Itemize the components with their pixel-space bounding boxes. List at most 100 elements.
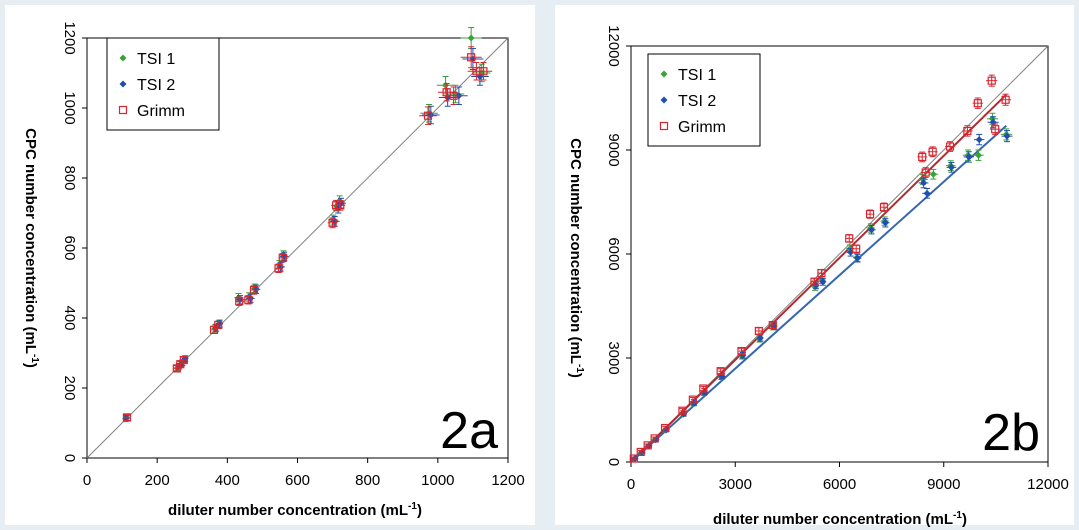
panel-2a-y-tick-label: 1000	[61, 91, 78, 124]
data-point-grimm	[987, 76, 996, 85]
legend-marker-tsi-1	[660, 70, 668, 78]
data-point-grimm	[921, 168, 930, 177]
data-point-grimm	[699, 384, 708, 393]
panel-2b-plot-area: 0 3000 6000 9000 12000 0 3000 6000 9000 12000	[605, 25, 1069, 493]
data-point-grimm	[928, 147, 937, 156]
data-point-grimm	[963, 126, 972, 136]
data-point-grimm	[768, 320, 777, 330]
data-point-grimm	[688, 395, 697, 404]
legend-marker-grimm	[659, 121, 669, 131]
panel-2a-x-axis-title-end: )	[417, 502, 422, 519]
data-point-grimm	[650, 434, 659, 443]
data-point-tsi-1	[975, 151, 982, 159]
panel-2b-series-grimm	[629, 74, 1012, 463]
panel-2b-y-axis-title-main: CPC number concentration (mL	[567, 138, 584, 364]
data-point-grimm	[629, 454, 638, 463]
data-point-grimm	[214, 320, 223, 330]
data-point-grimm	[278, 253, 287, 262]
panel-2b-label: 2b	[982, 404, 1040, 462]
panel-2b-y-tick-label: 9000	[605, 133, 622, 166]
data-point-grimm	[754, 326, 763, 336]
data-point-grimm	[817, 268, 826, 278]
data-point-tsi-2	[920, 179, 928, 187]
data-point-tsi-2	[756, 334, 764, 342]
panel-2a-y-tick-label: 400	[61, 305, 78, 330]
legend-marker-tsi-1	[119, 54, 127, 62]
panel-2a-x-axis-title-main: diluter number concentration (mL	[168, 502, 408, 519]
data-point-tsi-2	[965, 153, 973, 161]
panel-2b-x-tick-label: 6000	[823, 476, 856, 493]
chart-panel-2a: 0 200 400 600 800 1000 1200 0 200 400 600 800 1000 12…	[5, 5, 535, 525]
data-point-tsi-2	[427, 111, 435, 119]
data-point-grimm	[879, 203, 889, 212]
legend-marker-grimm	[118, 105, 128, 115]
data-point-tsi-1	[929, 170, 937, 178]
panel-2b-y-axis-title-end: )	[567, 373, 584, 378]
data-point-grimm	[235, 297, 244, 306]
legend-label-grimm: Grimm	[678, 119, 726, 136]
legend-label-tsi-2: TSI 2	[678, 93, 716, 110]
data-point-grimm	[479, 67, 488, 76]
data-point-tsi-2	[947, 163, 955, 171]
data-point-tsi-2	[881, 219, 889, 227]
data-point-grimm	[244, 295, 253, 304]
data-point-tsi-2	[1003, 132, 1011, 140]
panel-2a-series-grimm	[122, 46, 493, 422]
data-point-tsi-2	[854, 254, 862, 262]
data-point-grimm	[643, 441, 652, 450]
data-point-tsi-1	[467, 34, 475, 42]
panel-2a-y-tick-label: 600	[61, 235, 78, 260]
data-point-grimm	[865, 210, 875, 219]
data-point-grimm	[660, 423, 670, 433]
panel-2a-x-tick-label: 600	[285, 472, 310, 489]
data-point-grimm	[636, 447, 645, 457]
data-point-tsi-2	[819, 278, 827, 286]
panel-2a-y-tick-label: 200	[61, 375, 78, 400]
data-point-grimm	[716, 367, 725, 376]
panel-2b-y-tick-label: 0	[605, 458, 622, 466]
data-point-grimm	[991, 125, 1000, 134]
panel-2a-x-axis-title-sup: -1	[408, 501, 417, 512]
panel-2b-y-tick-label: 12000	[605, 25, 622, 67]
data-point-tsi-2	[923, 189, 931, 197]
data-point-grimm	[973, 99, 982, 108]
chart-panel-2b: 0 3000 6000 9000 12000 0 3000 6000 9000 12000 TSI…	[555, 5, 1074, 528]
panel-2a-legend: TSI 1 TSI 2 Grimm	[106, 37, 220, 131]
panel-2a-y-tick-label: 1200	[61, 21, 78, 54]
legend-marker-tsi-2	[119, 80, 127, 88]
panel-2b-x-tick-label: 3000	[719, 476, 752, 493]
data-point-grimm	[328, 218, 337, 227]
panel-2a-y-tick-label: 0	[61, 454, 78, 462]
panel-2a-x-axis-title: diluter number concentration (mL-1)	[168, 501, 422, 519]
panel-2a-plot-area: 0 200 400 600 800 1000 1200 0 200 400 600 800 1000 12…	[61, 21, 525, 489]
panel-2b-y-axis-title-sup: -1	[574, 364, 585, 373]
panel-2a-identity-line	[86, 37, 509, 459]
panel-2a-x-tick-label: 400	[215, 472, 240, 489]
data-point-tsi-2	[867, 226, 875, 234]
panel-2a-x-tick-label: 200	[145, 472, 170, 489]
panel-2b-y-axis-title: CPC number concentration (mL-1)	[567, 138, 585, 378]
legend-label-tsi-2: TSI 2	[137, 77, 175, 94]
panel-2a-y-axis-title: CPC number concentration (mL-1)	[22, 128, 40, 368]
panel-2b-x-axis-title: diluter number concentration (mL-1)	[713, 510, 967, 528]
legend-label-tsi-1: TSI 1	[678, 67, 716, 84]
panel-2b-y-tick-label: 3000	[605, 341, 622, 374]
panel-2b-y-tick-label: 6000	[605, 237, 622, 270]
panel-2b-legend: TSI 1 TSI 2 Grimm	[647, 53, 761, 147]
panel-2a-label: 2a	[440, 402, 498, 460]
panel-2a-x-tick-label: 800	[355, 472, 380, 489]
data-point-grimm	[737, 346, 746, 356]
data-point-grimm	[179, 355, 188, 365]
data-point-grimm	[852, 244, 861, 253]
legend-label-grimm: Grimm	[137, 103, 185, 120]
data-point-grimm	[1001, 95, 1010, 104]
data-point-grimm	[918, 152, 927, 162]
panel-2a-y-tick-label: 800	[61, 165, 78, 190]
data-point-grimm	[810, 277, 819, 286]
data-point-grimm	[122, 413, 132, 422]
panel-2a-y-axis-title-end: )	[22, 363, 39, 368]
panel-2a-y-axis-title-sup: -1	[29, 354, 40, 363]
data-point-grimm	[845, 234, 854, 243]
data-point-grimm	[423, 111, 433, 120]
